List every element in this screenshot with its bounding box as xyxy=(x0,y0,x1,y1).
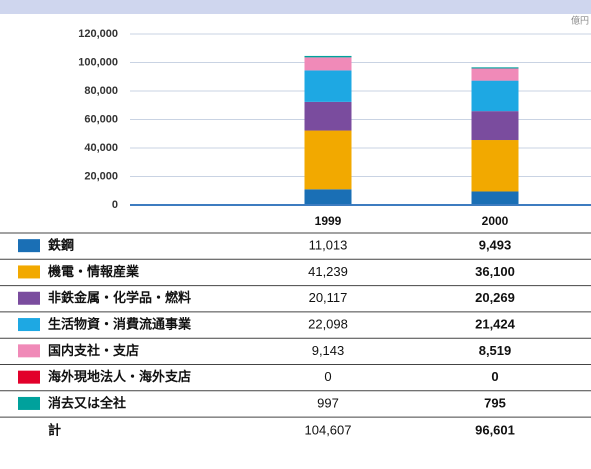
unit-label: 億円 xyxy=(571,14,589,25)
y-tick-label: 100,000 xyxy=(78,56,118,68)
row-label: 機電・情報産業 xyxy=(48,264,140,279)
bar-segment xyxy=(304,130,352,190)
bar-segment xyxy=(304,57,352,71)
cell-value: 41,239 xyxy=(308,264,348,279)
cell-value: 22,098 xyxy=(308,316,348,331)
banner xyxy=(0,0,591,14)
legend-swatch xyxy=(18,239,40,253)
legend-swatch xyxy=(18,318,40,332)
legend-swatch xyxy=(18,265,40,279)
x-tick-label: 2000 xyxy=(482,214,509,228)
bar-segment xyxy=(471,67,519,69)
bar-segment xyxy=(471,191,519,205)
row-label: 海外現地法人・海外支店 xyxy=(48,369,191,384)
total-value: 104,607 xyxy=(305,423,352,438)
cell-value: 997 xyxy=(317,395,339,410)
cell-value: 21,424 xyxy=(475,316,516,331)
bar-segment xyxy=(471,111,519,141)
bar-segment xyxy=(471,68,519,81)
cell-value: 36,100 xyxy=(475,264,515,279)
y-tick-label: 60,000 xyxy=(84,113,118,125)
cell-value: 9,143 xyxy=(312,343,345,358)
legend-swatch xyxy=(18,370,40,384)
row-label: 非鉄金属・化学品・燃料 xyxy=(48,290,191,305)
row-label: 生活物資・消費流通事業 xyxy=(48,316,192,331)
cell-value: 8,519 xyxy=(479,343,512,358)
cell-value: 0 xyxy=(491,369,498,384)
bar-segment xyxy=(471,80,519,112)
row-label: 鉄鋼 xyxy=(48,238,74,253)
cell-value: 11,013 xyxy=(309,238,348,253)
row-label: 国内支社・支店 xyxy=(48,343,139,358)
total-value: 96,601 xyxy=(475,423,515,438)
y-tick-label: 20,000 xyxy=(84,170,118,182)
y-tick-label: 120,000 xyxy=(78,28,118,40)
bar-segment xyxy=(304,189,352,205)
cell-value: 0 xyxy=(324,369,331,384)
cell-value: 20,269 xyxy=(475,290,515,305)
bar-segment xyxy=(304,101,352,131)
y-tick-label: 80,000 xyxy=(84,85,118,97)
total-label: 計 xyxy=(48,423,61,438)
cell-value: 795 xyxy=(484,395,506,410)
legend-swatch xyxy=(18,344,40,358)
legend-swatch xyxy=(18,396,40,410)
legend-swatch xyxy=(18,291,40,305)
y-tick-label: 0 xyxy=(112,199,118,211)
row-label: 消去又は全社 xyxy=(48,395,126,410)
x-tick-label: 1999 xyxy=(315,214,342,228)
bar-segment xyxy=(304,55,352,58)
cell-value: 9,493 xyxy=(479,238,512,253)
bar-segment xyxy=(304,70,352,102)
bar-segment xyxy=(471,140,519,192)
y-tick-label: 40,000 xyxy=(84,142,118,154)
cell-value: 20,117 xyxy=(309,290,348,305)
